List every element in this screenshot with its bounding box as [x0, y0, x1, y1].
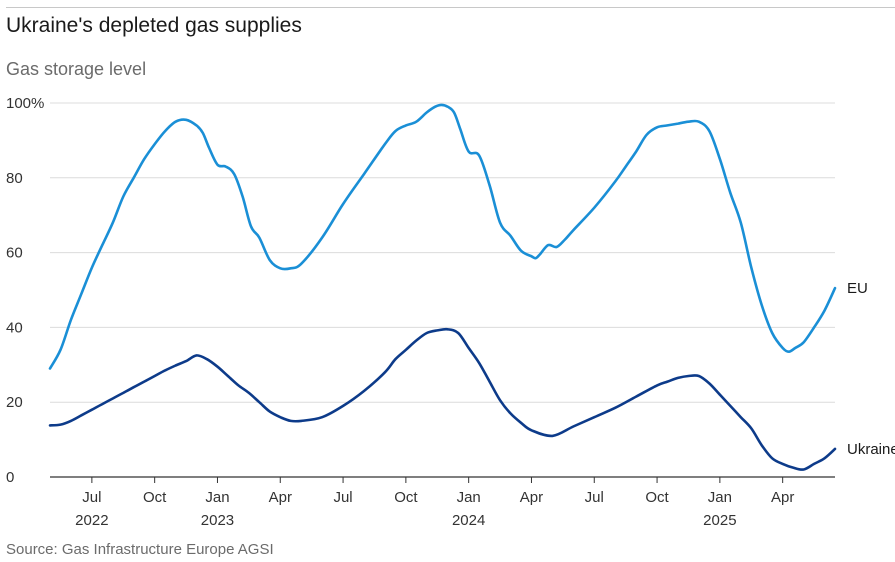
- y-tick-label-0: 0: [6, 469, 14, 486]
- series-label-eu: EU: [847, 280, 868, 297]
- year-label-2025: 2025: [703, 512, 736, 529]
- chart-subtitle: Gas storage level: [6, 59, 147, 79]
- x-tick-label-11: Apr: [771, 489, 794, 506]
- y-tick-label-20: 20: [6, 394, 23, 411]
- x-tick-label-7: Apr: [520, 489, 543, 506]
- x-tick-label-10: Jan: [708, 489, 732, 506]
- x-tick-label-6: Jan: [457, 489, 481, 506]
- x-tick-label-2: Jan: [205, 489, 229, 506]
- x-tick-label-3: Apr: [269, 489, 292, 506]
- year-label-2022: 2022: [75, 512, 108, 529]
- y-tick-label-80: 80: [6, 170, 23, 187]
- chart-title: Ukraine's depleted gas supplies: [6, 14, 302, 37]
- series-lines: [48, 103, 837, 471]
- x-tick-label-9: Oct: [645, 489, 669, 506]
- year-label-2024: 2024: [452, 512, 485, 529]
- series-line-eu: [48, 103, 837, 370]
- top-rule: [6, 7, 895, 8]
- x-tick-label-5: Oct: [394, 489, 418, 506]
- x-tick-label-0: Jul: [82, 489, 101, 506]
- series-labels: EU Ukraine: [847, 280, 895, 458]
- series-label-ukraine: Ukraine: [847, 441, 895, 458]
- x-tick-label-4: Jul: [333, 489, 352, 506]
- y-tick-label-60: 60: [6, 245, 23, 262]
- x-tick-label-1: Oct: [143, 489, 167, 506]
- x-axis-ticks: Jul Oct Jan Apr Jul Oct Jan Apr Jul Oct Jan Apr 2022…: [75, 477, 794, 529]
- year-label-2023: 2023: [201, 512, 234, 529]
- y-tick-label-40: 40: [6, 319, 23, 336]
- y-tick-label-100: 100%: [6, 95, 44, 112]
- y-axis-ticks: 0 20 40 60 80 100%: [6, 95, 44, 486]
- series-line-ukraine: [48, 327, 837, 471]
- gridlines: [50, 102, 835, 478]
- source-note: Source: Gas Infrastructure Europe AGSI: [6, 541, 274, 558]
- x-tick-label-8: Jul: [585, 489, 604, 506]
